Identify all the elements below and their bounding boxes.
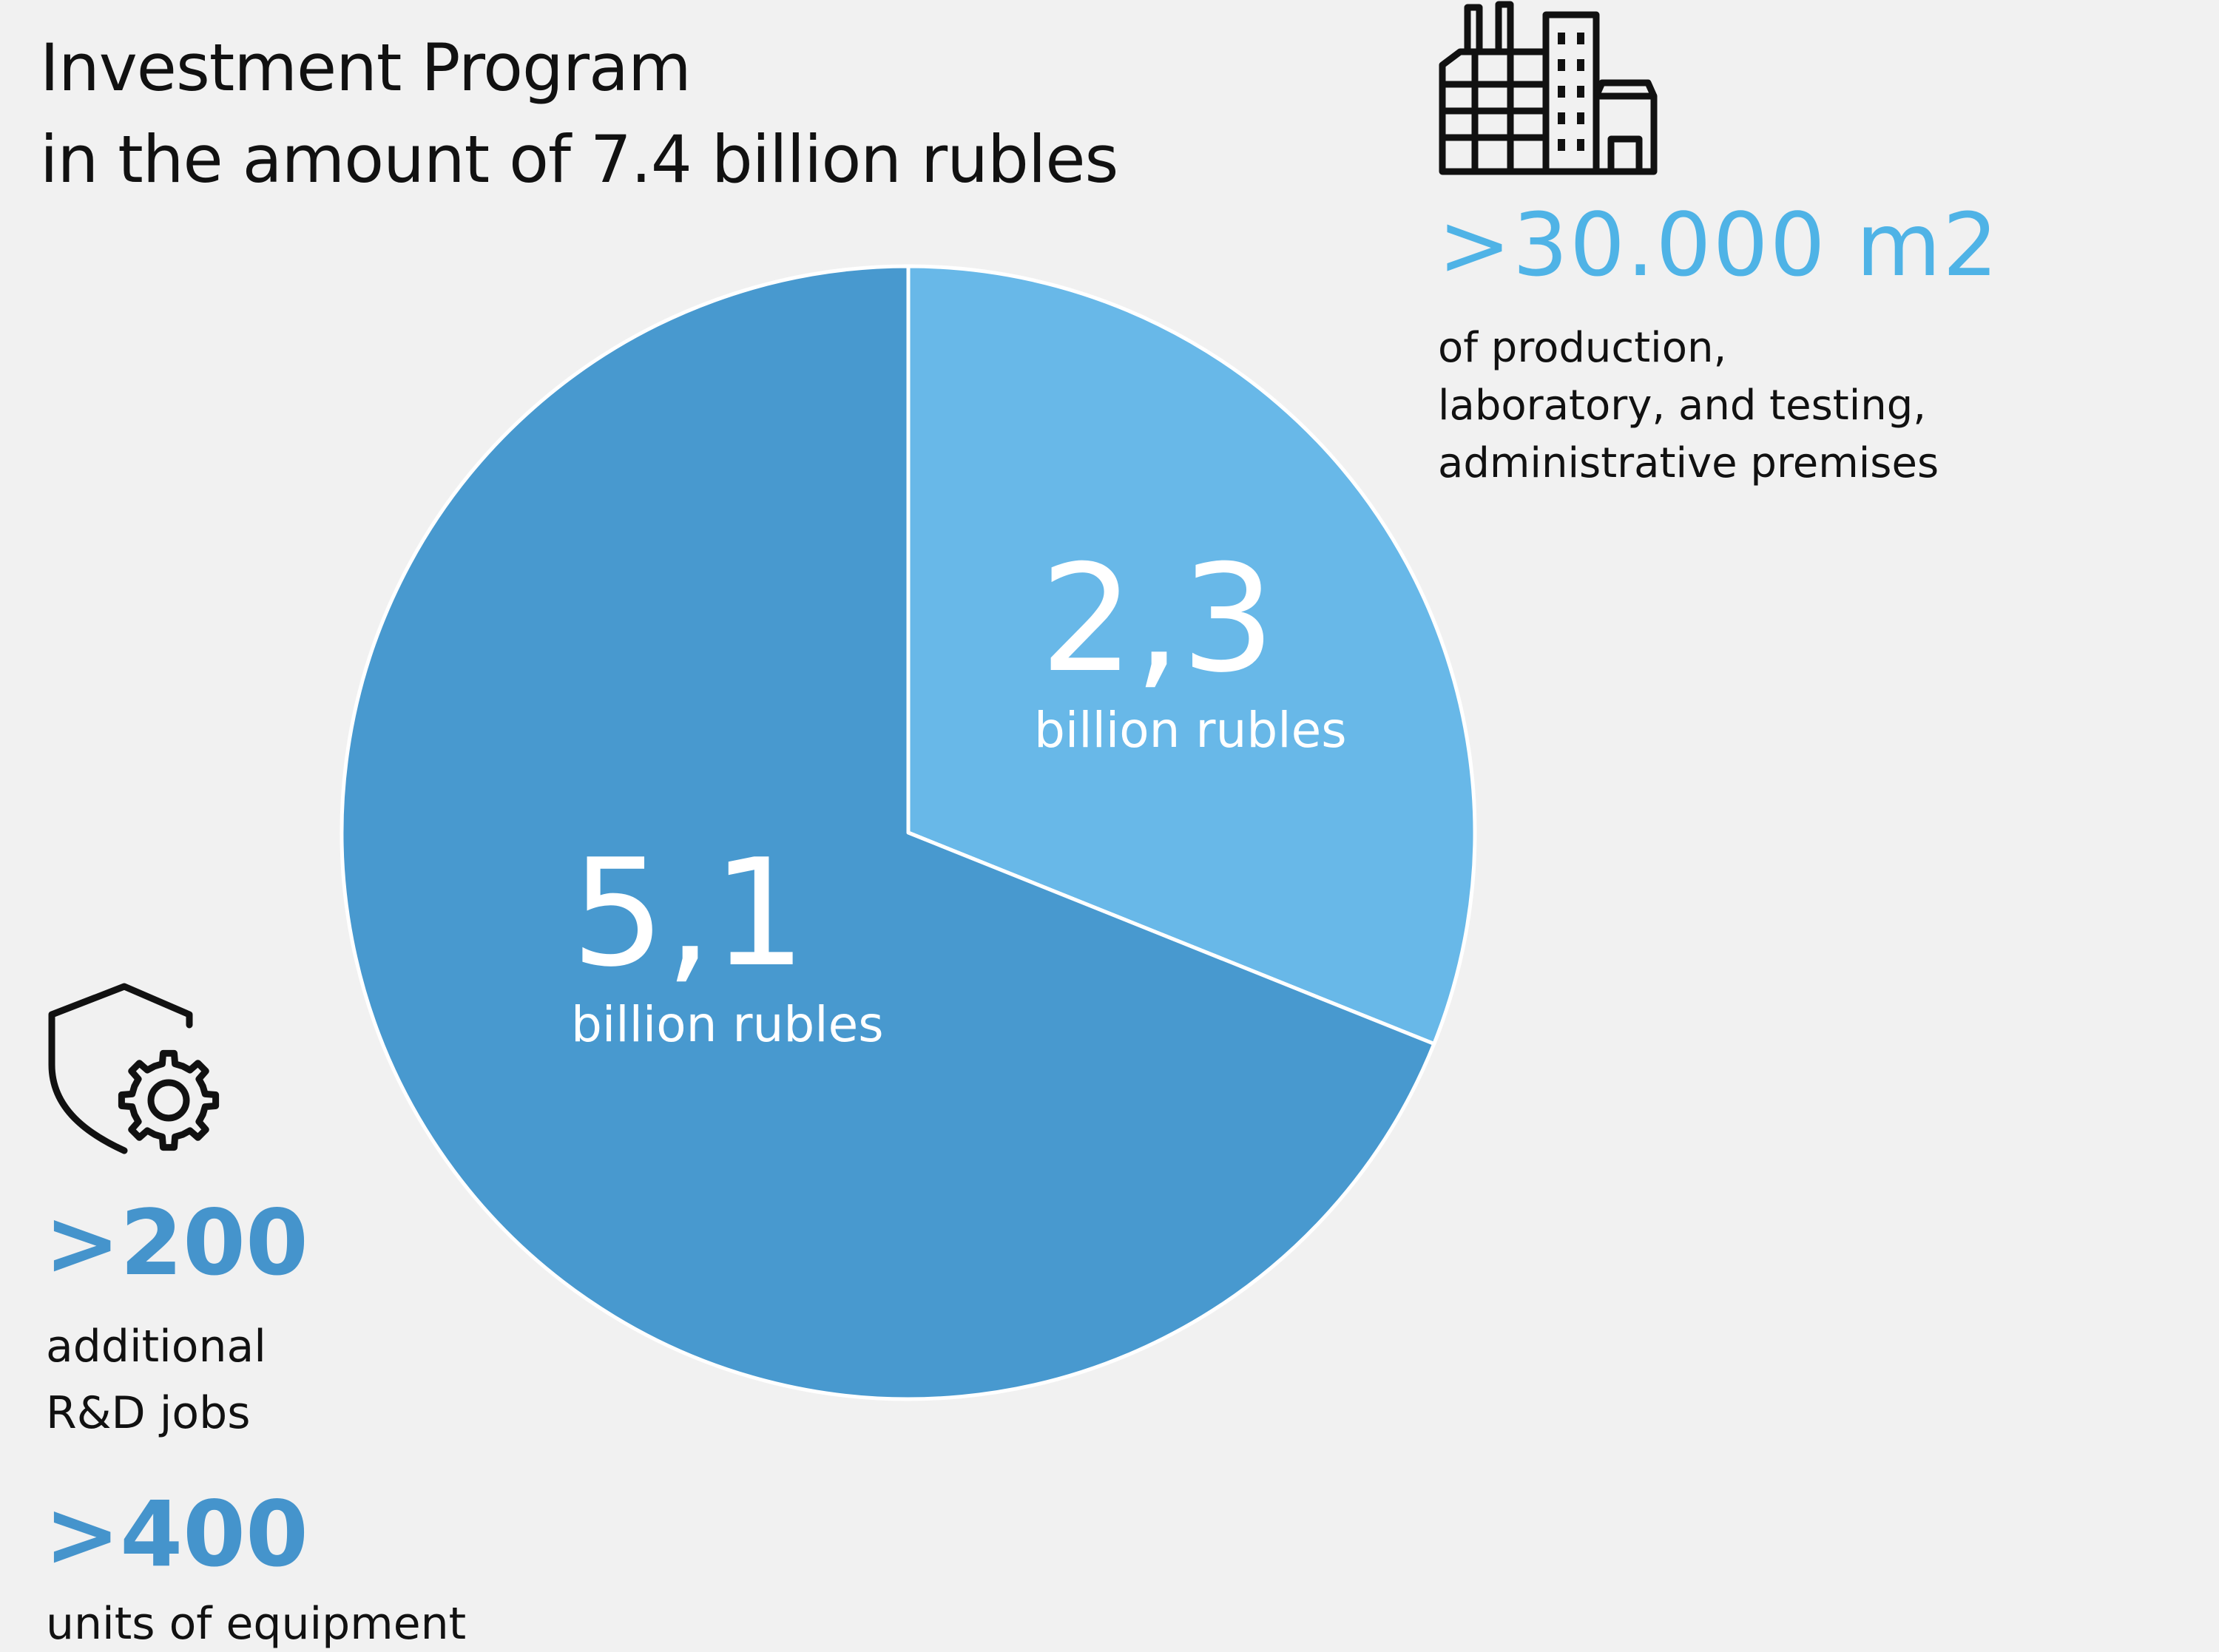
equipment-description: units of equipment [46,1596,466,1652]
equipment-value: >400 [44,1482,308,1587]
title-line-1: Investment Program [40,30,692,106]
page-title: Investment Program in the amount of 7.4 … [40,22,1118,206]
slice-value-label-1: 2,3 [1040,533,1275,705]
equipment-line-1: units of equipment [46,1598,467,1650]
jobs-line-2: R&D jobs [46,1387,251,1439]
slice-unit-label-2: billion rubles [571,996,884,1053]
shield-gear-icon [48,983,220,1154]
jobs-line-1: additional [46,1321,266,1372]
jobs-description: additional R&D jobs [46,1313,266,1446]
area-line-1: of production, [1438,324,1727,372]
factory-icon [1439,1,1658,175]
area-line-3: administrative premises [1438,439,1939,487]
jobs-value: >200 [44,1191,308,1296]
slice-value-label-2: 5,1 [571,827,806,1000]
area-value: >30.000 m2 [1438,194,2000,296]
pie-slice-1 [906,264,1477,1046]
pie-slice-2 [340,264,1436,1401]
title-line-2: in the amount of 7.4 billion rubles [40,121,1118,197]
area-line-2: laboratory, and testing, [1438,382,1927,430]
slice-unit-label-1: billion rubles [1034,702,1347,759]
area-description: of production, laboratory, and testing, … [1438,319,1939,492]
